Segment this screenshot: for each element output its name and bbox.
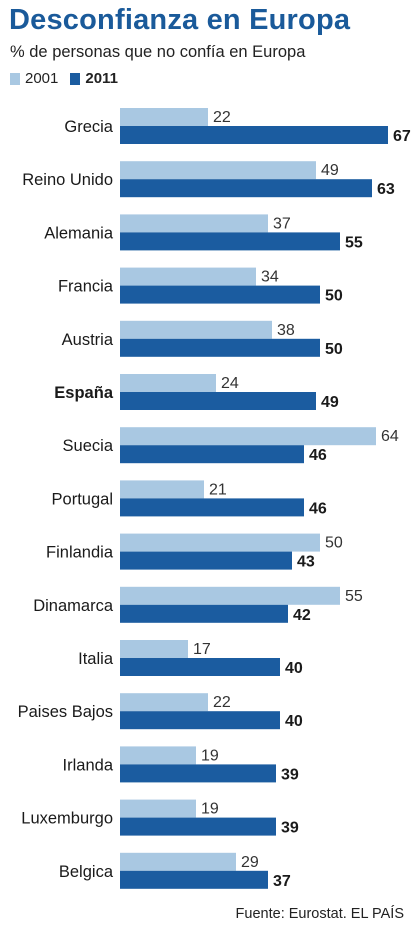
bar-2001-francia	[120, 267, 256, 286]
value-label-2001-alemania: 37	[273, 215, 291, 232]
value-label-2011-luxemburgo: 39	[281, 820, 299, 837]
bar-2001-grecia	[120, 108, 208, 126]
value-label-2001-espana: 24	[221, 375, 239, 392]
bar-2001-reino-unido	[120, 161, 316, 180]
value-label-2011-irlanda: 39	[281, 766, 299, 783]
value-label-2011-francia: 50	[325, 288, 343, 305]
bar-2001-portugal	[120, 480, 204, 499]
bar-2011-paises-bajos	[120, 711, 280, 730]
value-label-2011-portugal: 46	[309, 500, 327, 517]
bar-2001-espana	[120, 374, 216, 392]
legend-item-2001: 2001	[10, 70, 58, 87]
legend-label-2001: 2001	[25, 70, 59, 87]
category-label-austria: Austria	[62, 331, 114, 349]
chart-subtitle: % de personas que no confía en Europa	[10, 43, 306, 61]
bar-2011-francia	[120, 285, 320, 304]
value-label-2001-finlandia: 50	[325, 535, 343, 552]
category-label-finlandia: Finlandia	[46, 544, 114, 562]
category-label-belgica: Belgica	[59, 863, 114, 881]
value-label-2001-dinamarca: 55	[345, 588, 363, 605]
category-label-luxemburgo: Luxemburgo	[21, 810, 113, 828]
category-label-dinamarca: Dinamarca	[33, 597, 114, 615]
bar-2001-irlanda	[120, 746, 196, 765]
value-label-2001-suecia: 64	[381, 428, 399, 445]
value-label-2011-suecia: 46	[309, 447, 327, 464]
bar-2011-suecia	[120, 445, 304, 464]
category-label-espana: España	[54, 384, 114, 402]
value-label-2001-portugal: 21	[209, 481, 227, 498]
bar-2001-austria	[120, 320, 272, 339]
value-label-2001-francia: 34	[261, 269, 279, 286]
value-label-2011-finlandia: 43	[297, 554, 315, 571]
value-label-2001-luxemburgo: 19	[201, 801, 219, 818]
bar-2011-luxemburgo	[120, 817, 276, 836]
bar-2001-finlandia	[120, 533, 320, 552]
legend-swatch-2011	[70, 72, 81, 85]
value-label-2001-belgica: 29	[241, 854, 259, 871]
legend-label-2011: 2011	[85, 70, 118, 87]
legend-item-2011: 2011	[70, 70, 118, 87]
bar-2001-paises-bajos	[120, 693, 208, 712]
value-label-2011-paises-bajos: 40	[285, 713, 303, 730]
bar-2011-italia	[120, 658, 280, 676]
bar-2011-irlanda	[120, 764, 276, 783]
bar-2011-finlandia	[120, 551, 292, 570]
value-label-2001-irlanda: 19	[201, 747, 219, 764]
category-label-suecia: Suecia	[63, 437, 114, 455]
value-label-2011-dinamarca: 42	[293, 607, 311, 624]
category-label-italia: Italia	[78, 650, 114, 668]
legend: 2001 2011	[10, 70, 130, 87]
value-label-2011-espana: 49	[321, 394, 339, 411]
value-label-2011-austria: 50	[325, 341, 343, 358]
category-label-reino-unido: Reino Unido	[22, 171, 113, 189]
value-label-2001-grecia: 22	[213, 109, 231, 126]
legend-swatch-2001	[10, 72, 20, 85]
bar-2011-dinamarca	[120, 604, 288, 623]
value-label-2001-austria: 38	[277, 322, 295, 339]
category-label-portugal: Portugal	[52, 490, 113, 508]
bar-2001-belgica	[120, 852, 236, 871]
category-label-alemania: Alemania	[44, 224, 114, 242]
category-label-paises-bajos: Paises Bajos	[18, 703, 113, 721]
bar-2001-italia	[120, 640, 188, 658]
bar-2011-reino-unido	[120, 179, 372, 198]
bar-2011-alemania	[120, 232, 340, 251]
value-label-2001-reino-unido: 49	[321, 162, 339, 179]
bar-2001-luxemburgo	[120, 799, 196, 818]
value-label-2011-belgica: 37	[273, 873, 291, 890]
bar-2011-portugal	[120, 498, 304, 517]
category-label-francia: Francia	[58, 278, 114, 296]
value-label-2011-grecia: 67	[393, 128, 411, 145]
value-label-2001-paises-bajos: 22	[213, 694, 231, 711]
value-label-2011-reino-unido: 63	[377, 181, 395, 198]
category-label-grecia: Grecia	[64, 118, 113, 136]
value-label-2001-italia: 17	[193, 641, 211, 658]
bar-2001-suecia	[120, 427, 376, 446]
value-label-2011-alemania: 55	[345, 234, 363, 251]
bar-2001-alemania	[120, 214, 268, 233]
value-label-2011-italia: 40	[285, 660, 303, 677]
bar-2011-grecia	[120, 126, 388, 144]
bar-2011-belgica	[120, 870, 268, 889]
category-label-irlanda: Irlanda	[63, 756, 114, 774]
chart-title: Desconfianza en Europa	[9, 4, 351, 36]
bar-2011-espana	[120, 392, 316, 410]
bar-2001-dinamarca	[120, 586, 340, 605]
source-note: Fuente: Eurostat. EL PAÍS	[235, 906, 404, 922]
bar-2011-austria	[120, 338, 320, 357]
